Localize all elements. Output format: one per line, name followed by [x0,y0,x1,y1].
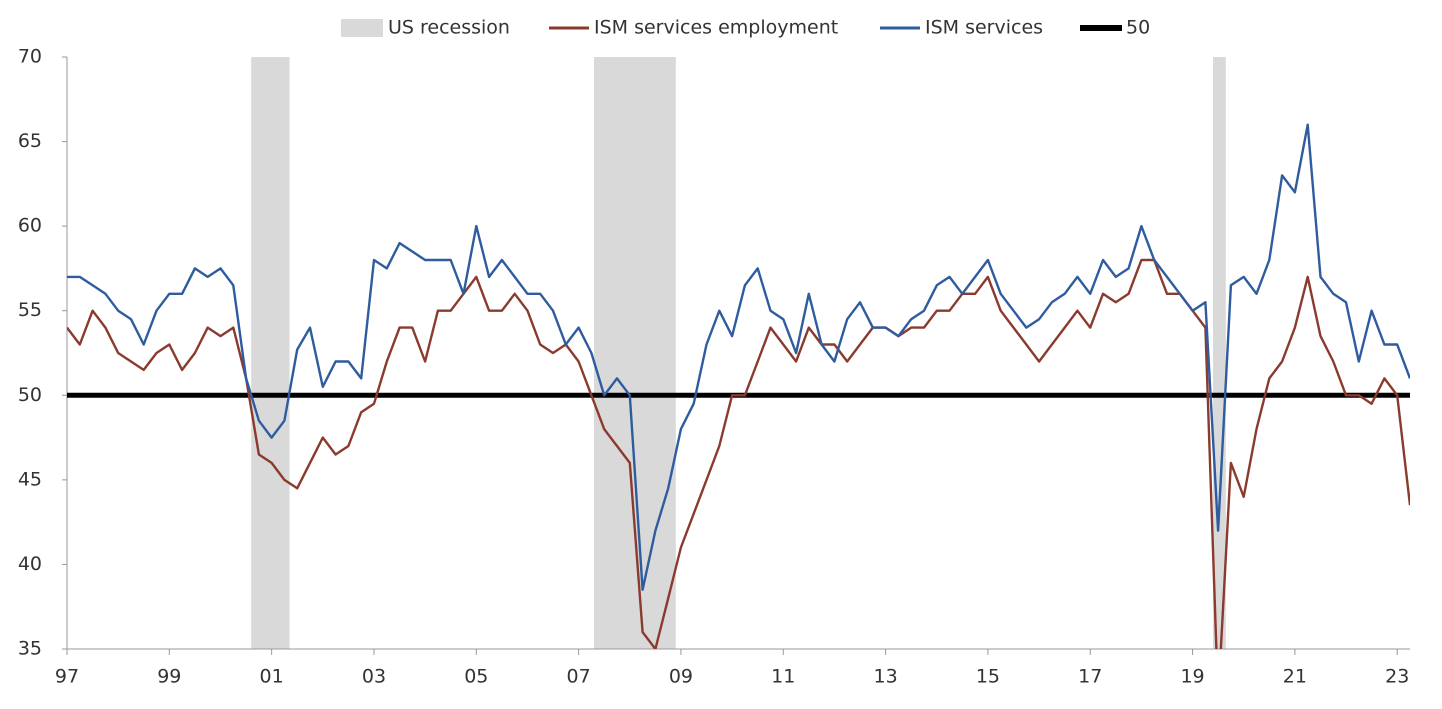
y-tick-label: 45 [18,468,42,490]
x-tick-label: 13 [873,666,897,688]
x-tick-label: 01 [260,666,284,688]
x-tick-label: 99 [157,666,181,688]
x-tick-label: 97 [55,666,79,688]
x-tick-label: 03 [362,666,386,688]
legend-label: US recession [388,17,510,39]
x-tick-label: 09 [669,666,693,688]
y-tick-label: 70 [18,46,42,68]
x-tick-label: 17 [1078,666,1102,688]
recession-band [1213,57,1226,649]
legend-swatch [341,19,383,37]
x-tick-label: 11 [771,666,795,688]
recession-band [593,57,676,649]
x-tick-label: 07 [567,666,591,688]
x-tick-label: 19 [1180,666,1204,688]
x-tick-label: 15 [976,666,1000,688]
y-tick-label: 35 [18,638,42,660]
x-tick-label: 21 [1283,666,1307,688]
series-line [67,123,1410,591]
legend-label: ISM services employment [594,17,838,39]
y-tick-label: 60 [18,215,42,237]
y-tick-label: 65 [18,130,42,152]
legend-label: ISM services [925,17,1043,39]
y-tick-label: 40 [18,553,42,575]
y-tick-label: 50 [18,384,42,406]
x-tick-label: 05 [464,666,488,688]
legend-label: 50 [1126,17,1150,39]
recession-band [251,57,290,649]
y-tick-label: 55 [18,299,42,321]
x-tick-label: 23 [1385,666,1409,688]
